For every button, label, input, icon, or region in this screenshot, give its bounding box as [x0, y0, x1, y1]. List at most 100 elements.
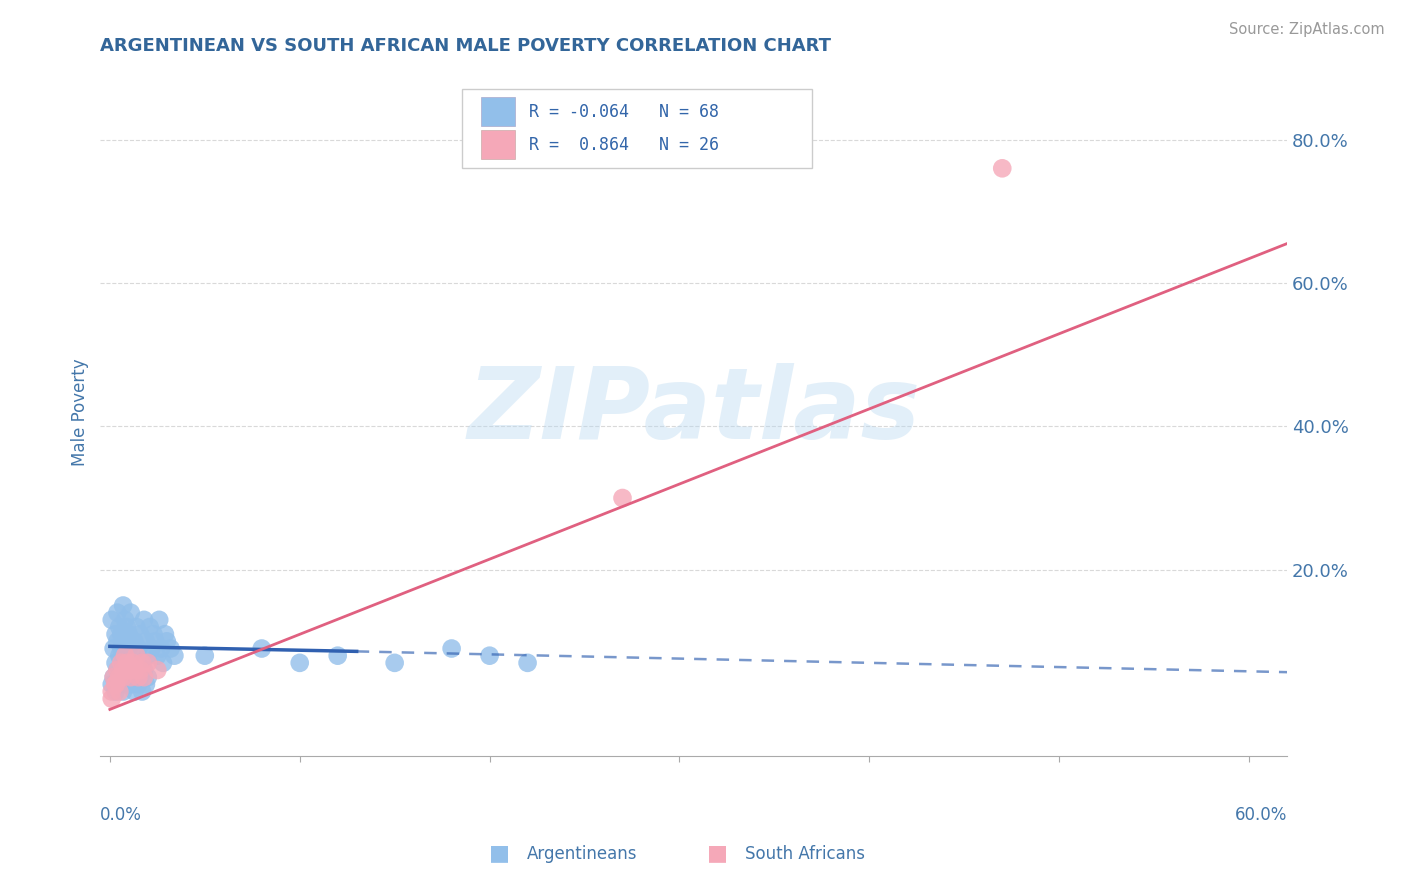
Point — [136, 656, 159, 670]
Point — [114, 634, 136, 648]
Point — [100, 691, 122, 706]
Point — [129, 663, 152, 677]
Point — [118, 627, 141, 641]
Point — [107, 634, 129, 648]
Point — [516, 656, 538, 670]
Bar — [463, 88, 813, 168]
Point — [108, 684, 131, 698]
Point — [135, 634, 157, 648]
Point — [112, 599, 135, 613]
Point — [110, 670, 132, 684]
Point — [250, 641, 273, 656]
Point — [112, 684, 135, 698]
Point — [326, 648, 349, 663]
Point — [107, 663, 129, 677]
Point — [112, 663, 135, 677]
Point — [110, 641, 132, 656]
Point — [136, 648, 159, 663]
Text: 60.0%: 60.0% — [1234, 805, 1286, 823]
Point — [132, 663, 155, 677]
Point — [991, 161, 1014, 176]
Point — [152, 656, 174, 670]
Point — [115, 656, 138, 670]
Point — [114, 613, 136, 627]
Point — [131, 684, 153, 698]
Point — [163, 648, 186, 663]
Point — [103, 670, 125, 684]
Y-axis label: Male Poverty: Male Poverty — [72, 359, 89, 466]
Text: Source: ZipAtlas.com: Source: ZipAtlas.com — [1229, 22, 1385, 37]
Bar — [481, 130, 515, 160]
Bar — [481, 97, 515, 127]
Point — [153, 627, 176, 641]
Point — [127, 641, 149, 656]
Point — [129, 627, 152, 641]
Point — [145, 634, 167, 648]
Text: ■: ■ — [489, 844, 509, 863]
Point — [118, 641, 141, 656]
Point — [135, 677, 157, 691]
Point — [112, 656, 135, 670]
Point — [107, 606, 129, 620]
Point — [108, 620, 131, 634]
Point — [100, 613, 122, 627]
Point — [115, 648, 138, 663]
Point — [138, 620, 160, 634]
Point — [112, 670, 135, 684]
Point — [136, 670, 159, 684]
Point — [114, 663, 136, 677]
Point — [100, 684, 122, 698]
Point — [103, 670, 125, 684]
Point — [141, 641, 163, 656]
Point — [124, 684, 146, 698]
Point — [120, 670, 142, 684]
Point — [125, 620, 148, 634]
Point — [129, 670, 152, 684]
Point — [108, 670, 131, 684]
Point — [146, 648, 169, 663]
Point — [127, 677, 149, 691]
Point — [110, 627, 132, 641]
Point — [108, 677, 131, 691]
Point — [121, 648, 143, 663]
Text: Argentineans: Argentineans — [527, 845, 638, 863]
Point — [132, 670, 155, 684]
Point — [194, 648, 217, 663]
Point — [148, 613, 170, 627]
Point — [121, 670, 143, 684]
Text: 0.0%: 0.0% — [100, 805, 142, 823]
Point — [104, 684, 127, 698]
Point — [125, 663, 148, 677]
Point — [131, 656, 153, 670]
Point — [118, 670, 141, 684]
Point — [156, 634, 179, 648]
Point — [132, 613, 155, 627]
Point — [127, 670, 149, 684]
Point — [104, 656, 127, 670]
Point — [115, 620, 138, 634]
Point — [288, 656, 311, 670]
Point — [125, 648, 148, 663]
Point — [124, 634, 146, 648]
Point — [384, 656, 406, 670]
Point — [107, 663, 129, 677]
Point — [131, 656, 153, 670]
Point — [121, 656, 143, 670]
Text: R = -0.064   N = 68: R = -0.064 N = 68 — [529, 103, 718, 121]
Point — [612, 491, 634, 505]
Point — [104, 677, 127, 691]
Point — [120, 677, 142, 691]
Text: ■: ■ — [707, 844, 727, 863]
Point — [150, 641, 173, 656]
Point — [120, 606, 142, 620]
Point — [104, 677, 127, 691]
Text: South Africans: South Africans — [745, 845, 865, 863]
Point — [114, 648, 136, 663]
Point — [142, 627, 165, 641]
Point — [108, 648, 131, 663]
Point — [159, 641, 181, 656]
Point — [103, 641, 125, 656]
Point — [100, 677, 122, 691]
Point — [118, 663, 141, 677]
Text: ZIPatlas: ZIPatlas — [467, 364, 921, 460]
